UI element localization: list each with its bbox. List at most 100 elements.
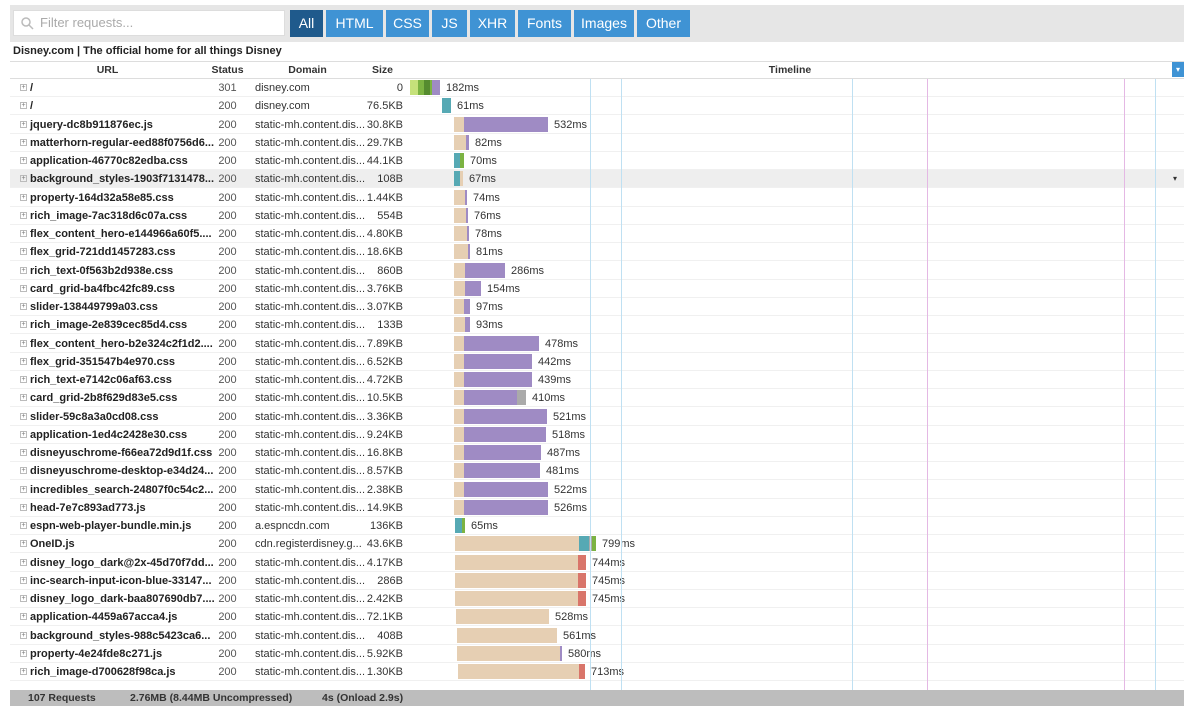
request-url: inc-search-input-icon-blue-33147... xyxy=(30,574,212,587)
request-row[interactable]: + flex_content_hero-b2e324c2f1d2.... 200 st… xyxy=(10,335,1184,353)
expand-icon[interactable]: + xyxy=(20,394,27,402)
filter-button[interactable]: JS xyxy=(432,10,467,37)
expand-icon[interactable]: + xyxy=(20,102,27,110)
request-row[interactable]: + disneyuschrome-f66ea72d9d1f.css 200 stati… xyxy=(10,444,1184,462)
expand-icon[interactable]: + xyxy=(20,84,27,91)
request-row[interactable]: + rich_image-2e839cec85d4.css 200 static-mh… xyxy=(10,316,1184,335)
request-row[interactable]: + property-164d32a58e85.css 200 static-mh.c… xyxy=(10,189,1184,207)
expand-icon[interactable]: + xyxy=(20,303,27,310)
expand-icon[interactable]: + xyxy=(20,649,27,657)
request-url: rich_text-0f563b2d938e.css xyxy=(30,264,174,277)
request-row[interactable]: + OneID.js 200 cdn.registerdisney.g... 43.6K… xyxy=(10,535,1184,554)
expand-icon[interactable]: + xyxy=(20,613,27,621)
timeline-marker xyxy=(852,79,853,690)
request-row[interactable]: +/ 200 disney.com 76.5KB 61ms xyxy=(10,97,1184,116)
expand-icon[interactable]: + xyxy=(20,595,27,602)
request-row[interactable]: + espn-web-player-bundle.min.js 200 a.espnc… xyxy=(10,517,1184,535)
filter-button[interactable]: Images xyxy=(574,10,634,37)
waterfall-segment xyxy=(517,390,526,406)
request-row[interactable]: + disneyuschrome-desktop-e34d24... 200 stat… xyxy=(10,462,1184,481)
expand-icon[interactable]: + xyxy=(20,576,27,584)
expand-icon[interactable]: + xyxy=(20,503,27,511)
request-status: 200 xyxy=(218,666,237,678)
row-menu[interactable]: ▾ xyxy=(1173,174,1178,184)
expand-icon[interactable]: + xyxy=(20,412,27,420)
filter-button[interactable]: XHR xyxy=(470,10,515,37)
waterfall-segment xyxy=(462,518,465,533)
expand-icon[interactable]: + xyxy=(20,284,27,292)
request-row[interactable]: + background_styles-988c5423ca6... 200 stat… xyxy=(10,627,1184,645)
request-row[interactable]: + flex_grid-721dd1457283.css 200 static-mh.… xyxy=(10,243,1184,262)
expand-icon[interactable]: + xyxy=(20,175,27,183)
request-row[interactable]: + application-1ed4c2428e30.css 200 static-m… xyxy=(10,426,1184,444)
request-row[interactable]: +/ 301 disney.com 0 182ms xyxy=(10,79,1184,97)
request-row[interactable]: + rich_image-7ac318d6c07a.css 200 static-mh… xyxy=(10,207,1184,225)
expand-icon[interactable]: + xyxy=(20,467,27,475)
request-row[interactable]: + matterhorn-regular-eed88f0756d6... 200 st… xyxy=(10,134,1184,152)
request-size: 554B xyxy=(377,209,403,222)
request-url: rich_image-7ac318d6c07a.css xyxy=(30,209,188,222)
request-time: 487ms xyxy=(547,447,581,459)
expand-icon[interactable]: + xyxy=(20,668,27,675)
expand-icon[interactable]: + xyxy=(20,357,27,365)
request-domain: disney.com xyxy=(255,82,310,94)
expand-icon[interactable]: + xyxy=(20,522,27,529)
request-row[interactable]: + disney_logo_dark@2x-45d70f7dd... 200 stat… xyxy=(10,554,1184,572)
filter-button[interactable]: Fonts xyxy=(518,10,571,37)
waterfall-segment xyxy=(464,481,548,497)
expand-icon[interactable]: + xyxy=(20,430,27,438)
expand-icon[interactable]: + xyxy=(20,138,27,146)
expand-icon[interactable]: + xyxy=(20,211,27,219)
request-row[interactable]: + rich_text-0f563b2d938e.css 200 static-mh.… xyxy=(10,262,1184,280)
waterfall-segment xyxy=(465,189,467,205)
request-url: head-7e7c893ad773.js xyxy=(30,501,146,514)
expand-icon[interactable]: + xyxy=(20,339,27,347)
expand-icon[interactable]: + xyxy=(20,157,27,164)
request-row[interactable]: + incredibles_search-24807f0c54c2... 200 st… xyxy=(10,481,1184,499)
filter-button[interactable]: All xyxy=(290,10,323,37)
request-time: 745ms xyxy=(592,593,626,605)
expand-icon[interactable]: + xyxy=(20,558,27,566)
request-row[interactable]: + card_grid-ba4fbc42fc89.css 200 static-mh.… xyxy=(10,280,1184,298)
filter-button[interactable]: CSS xyxy=(386,10,429,37)
request-row[interactable]: + card_grid-2b8f629d83e5.css 200 static-mh.… xyxy=(10,389,1184,408)
request-url: disneyuschrome-f66ea72d9d1f.css xyxy=(30,447,213,459)
expand-icon[interactable]: + xyxy=(20,120,27,128)
request-row[interactable]: + background_styles-1903f7131478... 200 sta… xyxy=(10,170,1184,189)
request-row[interactable]: + flex_content_hero-e144966a60f5.... 200 st… xyxy=(10,225,1184,243)
request-row[interactable]: + jquery-dc8b911876ec.js 200 static-mh.cont… xyxy=(10,116,1184,134)
expand-icon[interactable]: + xyxy=(20,485,27,493)
request-row[interactable]: + rich_image-d700628f98ca.js 200 static-mh.… xyxy=(10,663,1184,681)
expand-icon[interactable]: + xyxy=(20,321,27,329)
expand-icon[interactable]: + xyxy=(20,248,27,256)
request-row[interactable]: + slider-138449799a03.css 200 static-mh.con… xyxy=(10,298,1184,316)
request-status: 200 xyxy=(218,465,237,478)
request-row[interactable]: + flex_grid-351547b4e970.css 200 static-mh.… xyxy=(10,353,1184,371)
request-row[interactable]: + property-4e24fde8c271.js 200 static-mh.co… xyxy=(10,645,1184,663)
request-row[interactable]: + head-7e7c893ad773.js 200 static-mh.conten… xyxy=(10,499,1184,517)
request-size: 5.92KB xyxy=(366,647,403,660)
filter-button[interactable]: Other xyxy=(637,10,690,37)
request-row[interactable]: + rich_text-e7142c06af63.css 200 static-mh.… xyxy=(10,371,1184,389)
expand-icon[interactable]: + xyxy=(20,376,27,383)
column-header: URL xyxy=(96,64,119,76)
expand-icon[interactable]: + xyxy=(20,449,27,456)
request-row[interactable]: + application-4459a67acca4.js 200 static-mh… xyxy=(10,608,1184,627)
expand-icon[interactable]: + xyxy=(20,540,27,548)
request-domain: static-mh.content.dis... xyxy=(255,629,366,642)
request-size: 136KB xyxy=(369,520,403,532)
request-row[interactable]: + disney_logo_dark-baa807690db7.... 200 sta… xyxy=(10,590,1184,608)
waterfall-segment xyxy=(454,226,467,241)
expand-icon[interactable]: + xyxy=(20,193,27,201)
expand-icon[interactable]: + xyxy=(20,631,27,639)
search-input[interactable]: Filter requests... xyxy=(13,10,285,36)
expand-icon[interactable]: + xyxy=(20,266,27,274)
column-header: Status xyxy=(211,64,244,76)
request-row[interactable]: + application-46770c82edba.css 200 static-m… xyxy=(10,152,1184,170)
request-row[interactable]: + inc-search-input-icon-blue-33147... 200 s… xyxy=(10,572,1184,590)
expand-icon[interactable]: + xyxy=(20,230,27,237)
request-row[interactable]: + slider-59c8a3a0cd08.css 200 static-mh.con… xyxy=(10,408,1184,426)
filter-button[interactable]: HTML xyxy=(326,10,383,37)
timeline-menu-button[interactable]: ▾ xyxy=(1172,62,1184,77)
